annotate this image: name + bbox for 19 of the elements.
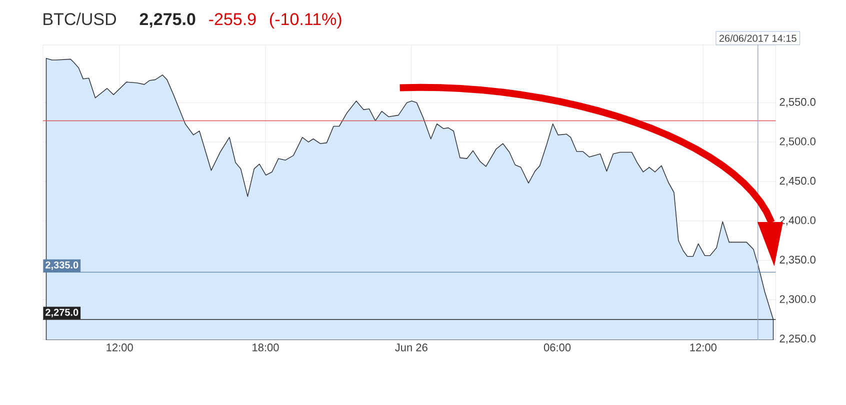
y-tick-label: 2,400.0	[780, 216, 816, 226]
x-tick-label: 18:00	[252, 344, 279, 352]
y-tick-label: 2,350.0	[780, 256, 816, 265]
text: 2,275.0	[140, 13, 196, 28]
ref-line-label: 2,275.0	[46, 308, 78, 318]
text: -255.9	[209, 13, 256, 26]
chart-title: BTC/USD	[44, 12, 116, 26]
y-tick-label: 2,500.0	[780, 137, 816, 147]
x-tick-label: 12:00	[106, 344, 133, 352]
x-tick-label: 06:00	[544, 344, 571, 352]
y-tick-label: 2,300.0	[780, 295, 816, 304]
y-tick-label: 2,550.0	[780, 98, 816, 108]
text: (-10.11%)	[270, 12, 342, 29]
ref-line-label: 26/06/2017 14:15	[719, 34, 796, 42]
y-tick-label: 2,250.0	[780, 334, 816, 344]
x-tick-label: 12:00	[690, 344, 716, 352]
y-tick-label: 2,450.0	[780, 176, 816, 186]
x-tick-label: Jun 26	[395, 344, 428, 352]
ref-line-label: 2,335.0	[46, 261, 78, 270]
